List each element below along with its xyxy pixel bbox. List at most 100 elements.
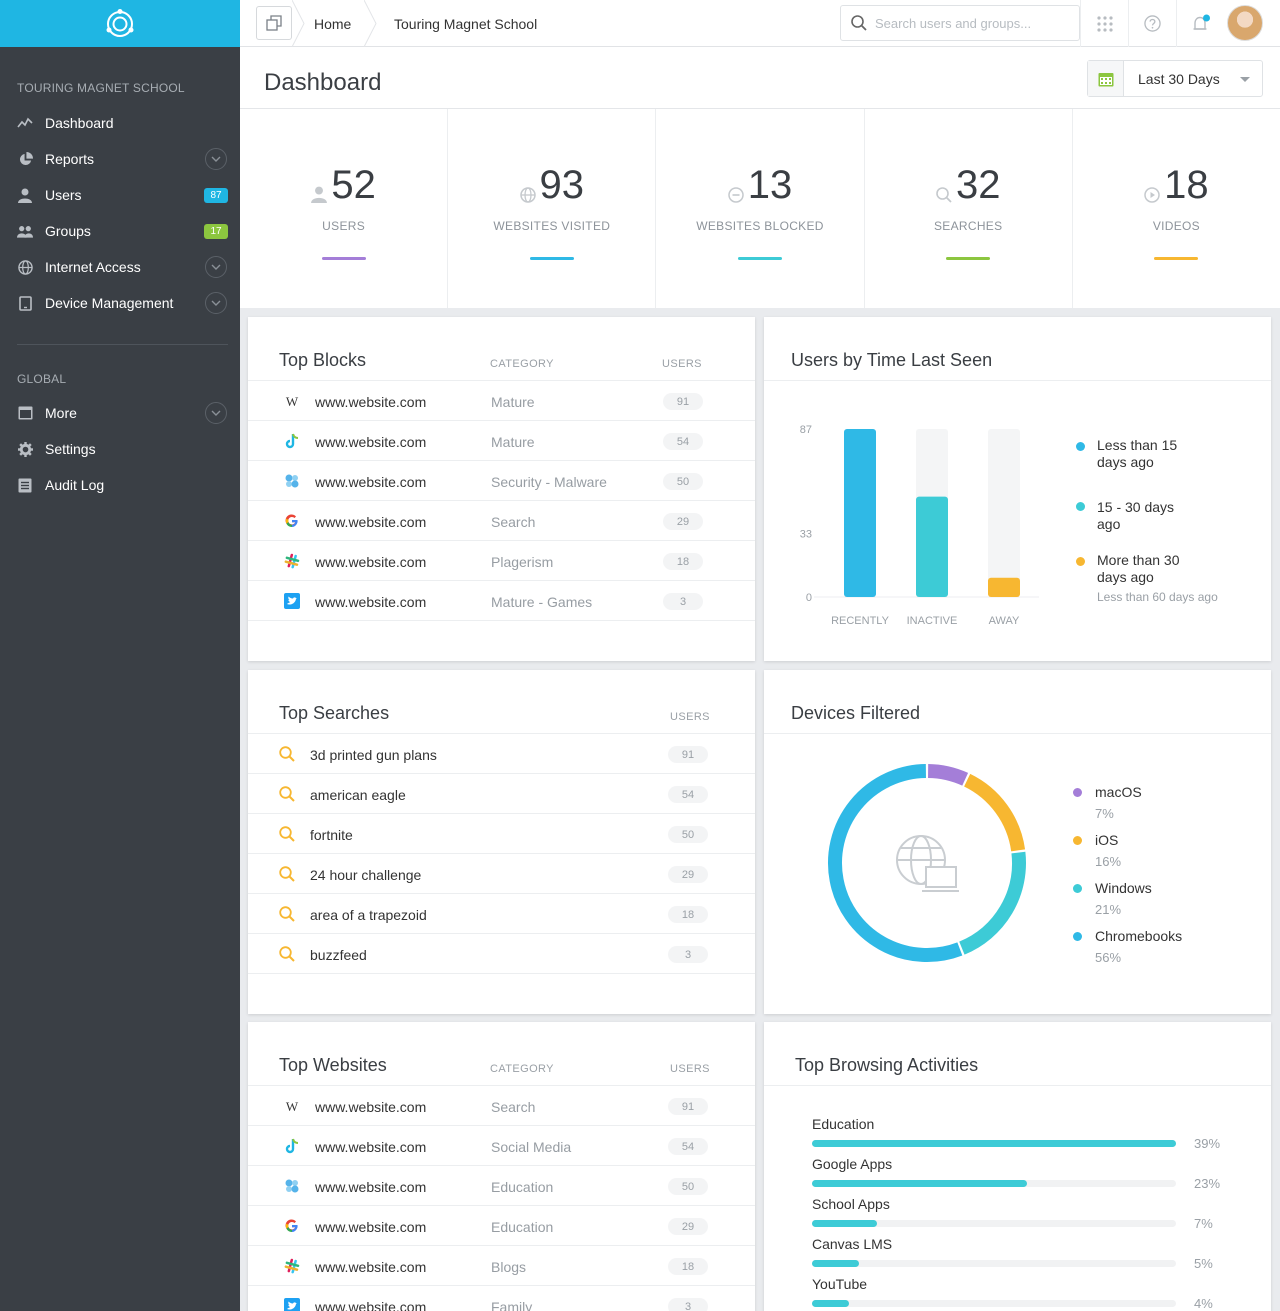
sidebar-section-school: TOURING MAGNET SCHOOL	[17, 81, 185, 95]
chevron-down-icon[interactable]	[205, 292, 227, 314]
legend-label: macOS	[1095, 784, 1142, 800]
sidebar-section-global: GLOBAL	[17, 372, 67, 386]
divider	[248, 733, 755, 734]
toggle-window-button[interactable]	[256, 6, 292, 40]
table-row[interactable]: www.website.com Social Media 54	[248, 1126, 755, 1166]
donut-slice-chromebooks[interactable]	[828, 764, 963, 962]
search-box[interactable]	[840, 5, 1080, 41]
table-row[interactable]: american eagle 54	[248, 774, 755, 814]
donut-slice-windows[interactable]	[959, 851, 1026, 955]
site-url[interactable]: www.website.com	[315, 474, 427, 490]
y-tick-label: 0	[806, 592, 812, 604]
sidebar-item-more[interactable]: More	[0, 395, 240, 431]
apps-button[interactable]	[1080, 0, 1128, 47]
table-row[interactable]: www.website.com Security - Malware 50	[248, 461, 755, 501]
sidebar-item-dashboard[interactable]: Dashboard	[0, 105, 240, 141]
stats-row: 52 USERS 93 WEBSITES VISITED 13 WEBSITES…	[240, 109, 1280, 308]
sidebar-item-settings[interactable]: Settings	[0, 431, 240, 467]
table-row[interactable]: www.website.com Education 29	[248, 1206, 755, 1246]
site-url[interactable]: www.website.com	[315, 1179, 427, 1195]
site-url[interactable]: www.website.com	[315, 514, 427, 530]
puzzle-icon	[284, 473, 300, 489]
column-header-category: CATEGORY	[490, 358, 554, 370]
site-url[interactable]: www.website.com	[315, 434, 427, 450]
stat-videos[interactable]: 18 VIDEOS	[1073, 109, 1280, 308]
table-row[interactable]: 24 hour challenge 29	[248, 854, 755, 894]
site-url[interactable]: www.website.com	[315, 1299, 427, 1311]
user-avatar[interactable]	[1227, 5, 1263, 41]
stat-websites-visited[interactable]: 93 WEBSITES VISITED	[448, 109, 657, 308]
table-row[interactable]: www.website.com Plagerism 18	[248, 541, 755, 581]
search-input[interactable]	[875, 15, 1065, 31]
users-last-seen-bar-chart: 0 33 87 RECENTLY INACTIVE AWAY	[800, 424, 1039, 627]
table-row[interactable]: buzzfeed 3	[248, 934, 755, 974]
site-url[interactable]: www.website.com	[315, 554, 427, 570]
table-row[interactable]: www.website.com Family 3	[248, 1286, 755, 1311]
legend-dot	[1073, 836, 1082, 845]
user-count-badge: 18	[668, 906, 708, 923]
search-term[interactable]: area of a trapezoid	[310, 907, 427, 923]
search-term[interactable]: 24 hour challenge	[310, 867, 422, 883]
site-url[interactable]: www.website.com	[315, 394, 427, 410]
bar-away[interactable]	[988, 577, 1020, 597]
divider	[248, 380, 755, 381]
search-term[interactable]: buzzfeed	[310, 947, 367, 963]
google-icon	[284, 1218, 300, 1234]
search-term[interactable]: 3d printed gun plans	[310, 747, 437, 763]
activity-bar-track	[812, 1180, 1176, 1187]
sidebar-item-label: Groups	[45, 223, 91, 239]
bar-inactive[interactable]	[916, 496, 948, 597]
bar-recently[interactable]	[844, 429, 876, 597]
table-row[interactable]: www.website.com Mature 54	[248, 421, 755, 461]
sidebar-item-device-management[interactable]: Device Management	[0, 285, 240, 321]
chevron-down-icon[interactable]	[205, 402, 227, 424]
donut-slice-ios[interactable]	[963, 773, 1026, 852]
search-term[interactable]: american eagle	[310, 787, 406, 803]
donut-slice-macos[interactable]	[927, 764, 969, 786]
globe-icon	[519, 187, 536, 203]
breadcrumb-school[interactable]: Touring Magnet School	[394, 16, 538, 32]
legend-dot	[1076, 557, 1085, 566]
legend-label: iOS	[1095, 832, 1119, 848]
stat-searches[interactable]: 32 SEARCHES	[865, 109, 1073, 308]
search-term[interactable]: fortnite	[310, 827, 353, 843]
activity-bar-track	[812, 1220, 1176, 1227]
table-row[interactable]: www.website.com Search 29	[248, 501, 755, 541]
site-url[interactable]: www.website.com	[315, 1259, 427, 1275]
table-row[interactable]: www.website.com Blogs 18	[248, 1246, 755, 1286]
sidebar-item-reports[interactable]: Reports	[0, 141, 240, 177]
logo-bar[interactable]	[0, 0, 240, 47]
group-icon	[17, 223, 33, 239]
table-row[interactable]: 3d printed gun plans 91	[248, 734, 755, 774]
site-url[interactable]: www.website.com	[315, 1139, 427, 1155]
site-url[interactable]: www.website.com	[315, 1099, 427, 1115]
stat-users[interactable]: 52 USERS	[240, 109, 449, 308]
sidebar-item-groups[interactable]: Groups 17	[0, 213, 240, 249]
table-row[interactable]: www.website.com Mature - Games 3	[248, 581, 755, 621]
sidebar-item-users[interactable]: Users 87	[0, 177, 240, 213]
help-button[interactable]	[1128, 0, 1176, 47]
chevron-down-icon[interactable]	[205, 256, 227, 278]
site-url[interactable]: www.website.com	[315, 1219, 427, 1235]
table-row[interactable]: area of a trapezoid 18	[248, 894, 755, 934]
sidebar-item-audit-log[interactable]: Audit Log	[0, 467, 240, 503]
activity-percent: 7%	[1194, 1216, 1213, 1231]
table-row[interactable]: fortnite 50	[248, 814, 755, 854]
table-row[interactable]: www.website.com Education 50	[248, 1166, 755, 1206]
chevron-down-icon[interactable]	[205, 148, 227, 170]
sidebar-item-internet-access[interactable]: Internet Access	[0, 249, 240, 285]
notifications-button[interactable]	[1176, 0, 1224, 47]
stat-value: 52	[331, 163, 376, 207]
sidebar-item-label: Device Management	[45, 295, 174, 311]
legend-percent: 16%	[1095, 854, 1122, 869]
breadcrumb-home[interactable]: Home	[314, 16, 352, 32]
stat-websites-blocked[interactable]: 13 WEBSITES BLOCKED	[656, 109, 865, 308]
card-title: Top Websites	[279, 1055, 387, 1075]
site-url[interactable]: www.website.com	[315, 594, 427, 610]
site-category: Blogs	[491, 1259, 527, 1275]
stat-label: WEBSITES VISITED	[493, 219, 611, 233]
date-range-select[interactable]: Last 30 Days	[1087, 60, 1263, 97]
